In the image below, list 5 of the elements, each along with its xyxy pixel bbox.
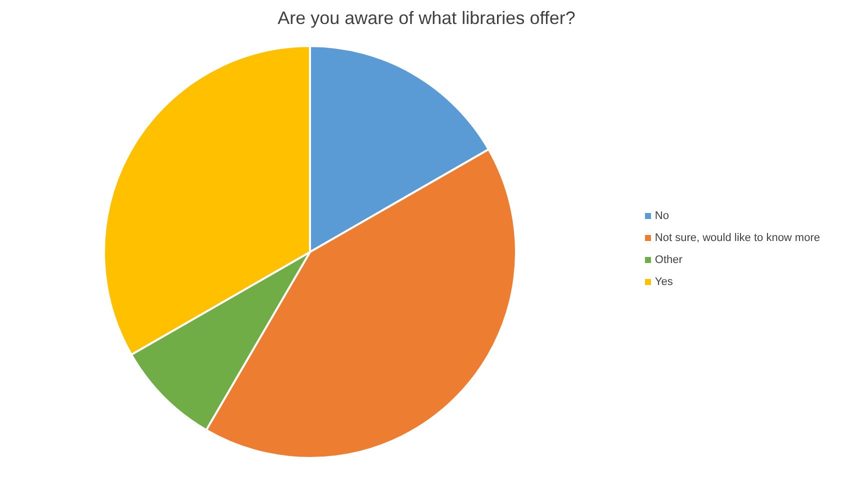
- legend-label: Other: [654, 254, 682, 266]
- chart-title: Are you aware of what libraries offer?: [276, 8, 576, 29]
- legend-label: Yes: [654, 276, 673, 288]
- legend-label: No: [654, 210, 669, 222]
- legend-label: Not sure, would like to know more: [654, 232, 820, 244]
